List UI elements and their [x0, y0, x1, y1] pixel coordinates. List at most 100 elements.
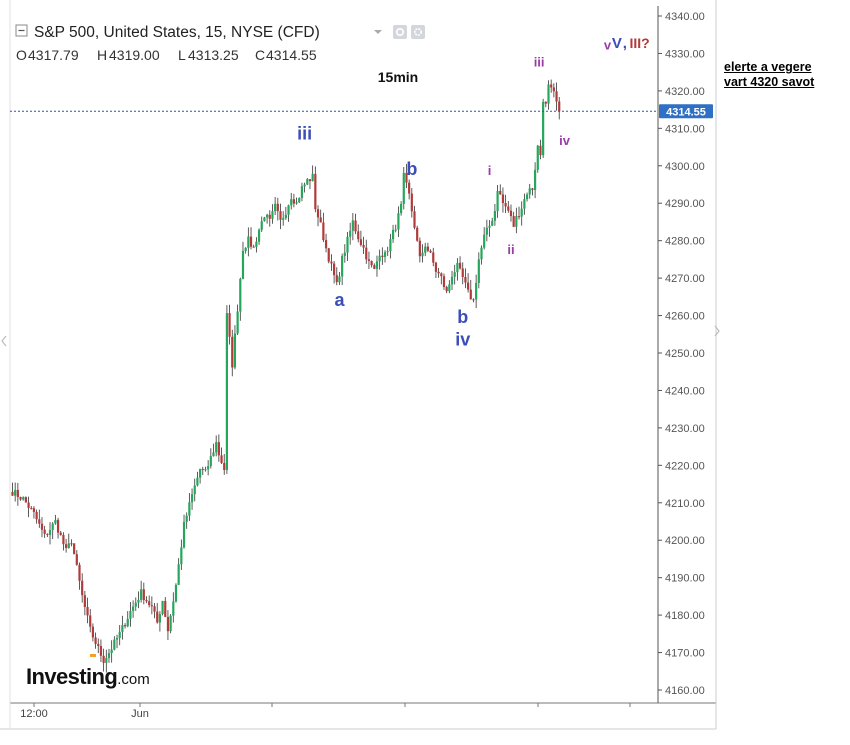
candle-body — [239, 278, 242, 312]
candle-body — [432, 252, 435, 263]
candle-body — [426, 246, 429, 251]
candle-body — [408, 182, 411, 194]
candle-body — [402, 172, 405, 204]
candle-body — [534, 169, 537, 190]
candle-body — [343, 252, 346, 257]
candle-body — [378, 255, 381, 262]
candle-body — [38, 519, 41, 524]
y-tick-label: 4220.00 — [665, 460, 705, 472]
settings-button[interactable] — [393, 25, 407, 39]
current-price-tag-bg — [659, 104, 713, 119]
candle-body — [271, 211, 274, 219]
candle-body — [442, 276, 446, 287]
candle-body — [113, 639, 116, 650]
candle-body — [107, 653, 111, 658]
candle-body — [453, 272, 456, 277]
candle-body — [418, 240, 421, 257]
candle-body — [509, 210, 513, 217]
candle-body — [306, 179, 309, 185]
candle-body — [319, 217, 322, 223]
candle-body — [35, 511, 38, 520]
candle-body — [501, 194, 505, 204]
y-tick-label: 4250.00 — [665, 348, 705, 360]
candle-body — [115, 638, 119, 640]
candle-body — [528, 188, 531, 195]
candle-body — [397, 213, 400, 230]
candle-body — [75, 554, 78, 565]
candle-body — [233, 333, 237, 368]
candle-body — [177, 564, 180, 585]
wave-label: iv — [455, 330, 470, 350]
candle-body — [499, 190, 502, 195]
candle-body — [531, 188, 534, 190]
y-tick-label: 4320.00 — [665, 86, 705, 98]
candle-body — [300, 186, 304, 198]
y-tick-label: 4160.00 — [665, 685, 705, 697]
ohlc-high-key: H — [97, 47, 107, 63]
candle-body — [249, 236, 253, 247]
candle-body — [225, 313, 228, 470]
candle-body — [56, 519, 60, 533]
y-tick-label: 4280.00 — [665, 236, 705, 248]
candle-body — [199, 469, 202, 478]
candle-body — [287, 205, 290, 215]
candle-body — [507, 206, 510, 211]
candle-body — [367, 259, 371, 261]
candle-body — [83, 595, 86, 607]
candle-body — [515, 216, 518, 227]
candle-body — [59, 532, 62, 535]
candle-body — [169, 615, 172, 632]
y-tick-label: 4340.00 — [665, 11, 705, 23]
candle-body — [166, 616, 170, 632]
wave-label: a — [334, 290, 345, 310]
candle-body — [469, 289, 472, 300]
candle-body — [91, 626, 94, 638]
indicator-settings-button[interactable] — [411, 25, 425, 39]
candle-body — [341, 256, 344, 277]
svg-text:Investing.com: Investing.com — [26, 664, 150, 689]
candle-body — [483, 234, 486, 248]
y-tick-label: 4190.00 — [665, 573, 705, 585]
candle-body — [290, 199, 293, 206]
left-scroll-handle-icon[interactable] — [1, 335, 7, 347]
candle-body — [308, 179, 312, 182]
candle-body — [437, 271, 440, 274]
right-scroll-handle-icon[interactable] — [714, 325, 720, 337]
candle-body — [62, 534, 65, 545]
y-tick-label: 4170.00 — [665, 648, 705, 660]
x-tick-label: 12:00 — [20, 708, 48, 720]
ohlc-open-value: 4317.79 — [28, 47, 79, 63]
candle-body — [123, 625, 127, 627]
candle-body — [190, 494, 194, 503]
candle-body — [209, 456, 212, 467]
candle-body — [523, 199, 526, 209]
chart-title: 15min — [378, 69, 418, 85]
candle-body — [73, 543, 76, 555]
candle-body — [330, 261, 333, 264]
candle-body — [467, 282, 470, 290]
candle-body — [274, 203, 277, 212]
candle-body — [188, 502, 191, 516]
wave-label: , — [623, 35, 627, 52]
instrument-dropdown-icon[interactable] — [374, 30, 382, 34]
candle-body — [491, 220, 494, 226]
candle-body — [27, 502, 30, 508]
candle-body — [440, 273, 443, 277]
ohlc-high-value: 4319.00 — [109, 47, 160, 63]
candle-body — [99, 646, 103, 656]
candle-body — [142, 589, 145, 601]
ohlc-close-value: 4314.55 — [266, 47, 317, 63]
candle-body — [357, 231, 360, 240]
candle-body — [539, 145, 542, 156]
side-note-line-2: vart 4320 savot — [724, 75, 815, 89]
candle-body — [215, 442, 218, 453]
candle-body — [542, 101, 545, 156]
y-tick-label: 4270.00 — [665, 273, 705, 285]
candle-body — [105, 657, 108, 663]
instrument-title: S&P 500, United States, 15, NYSE (CFD) — [34, 24, 320, 41]
candle-body — [493, 211, 496, 221]
plot-area[interactable] — [10, 6, 658, 703]
candle-body — [338, 276, 341, 283]
y-tick-label: 4310.00 — [665, 123, 705, 135]
candle-body — [314, 173, 317, 210]
